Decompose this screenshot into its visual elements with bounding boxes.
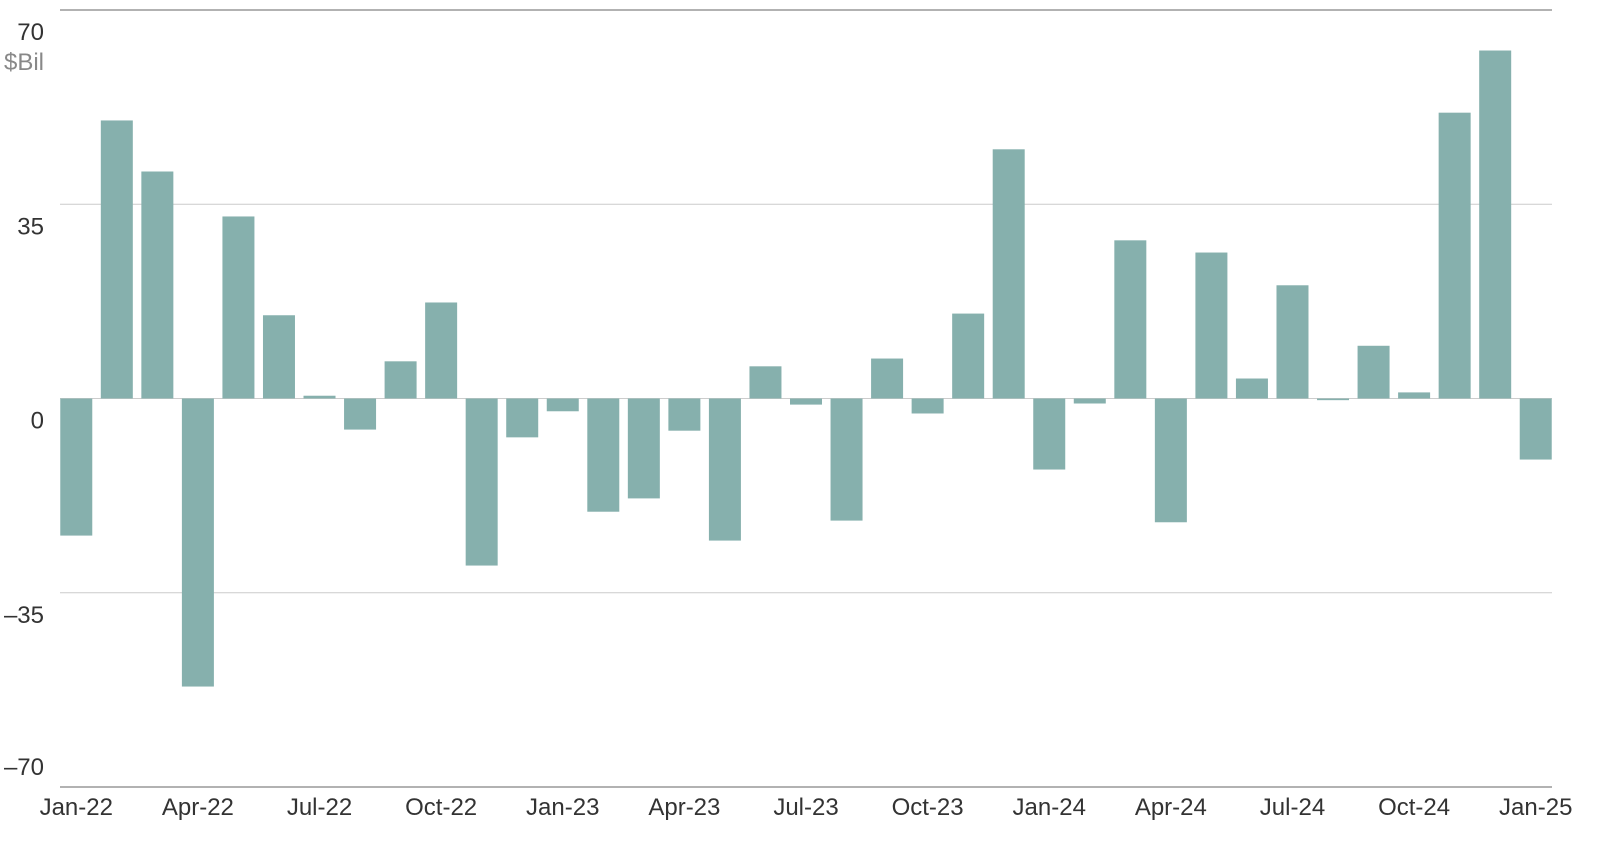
- bar: [708, 398, 741, 541]
- bar: [1154, 398, 1187, 523]
- bar: [1195, 252, 1228, 399]
- bar: [668, 398, 701, 431]
- y-unit: $Bil: [4, 49, 44, 76]
- bar: [425, 302, 458, 399]
- bar: [1276, 285, 1309, 399]
- bar: [262, 315, 295, 399]
- bar: [1235, 378, 1268, 399]
- bar: [952, 313, 985, 399]
- x-tick-label: Jul-24: [1260, 794, 1325, 821]
- bar: [506, 398, 539, 438]
- bar: [749, 366, 782, 399]
- x-tick-label: Jan-22: [40, 794, 113, 821]
- x-tick-label: Oct-24: [1378, 794, 1450, 821]
- y-tick-label: –70: [4, 754, 44, 781]
- bar: [344, 398, 377, 430]
- x-tick-label: Apr-23: [648, 794, 720, 821]
- bar: [587, 398, 620, 512]
- y-tick-label: 70: [17, 19, 44, 46]
- x-tick-label: Oct-22: [405, 794, 477, 821]
- y-tick-label: 35: [17, 213, 44, 240]
- x-tick-label: Jan-23: [526, 794, 599, 821]
- x-tick-label: Apr-24: [1135, 794, 1207, 821]
- bar: [911, 398, 944, 414]
- x-tick-label: Jul-23: [773, 794, 838, 821]
- bar: [1114, 240, 1147, 399]
- bar: [1073, 398, 1106, 404]
- y-tick-label: –35: [4, 602, 44, 629]
- x-tick-label: Apr-22: [162, 794, 234, 821]
- bar: [181, 398, 214, 687]
- bar: [222, 216, 255, 399]
- bar: [1519, 398, 1552, 460]
- x-tick-label: Jan-25: [1499, 794, 1572, 821]
- bar: [1479, 50, 1512, 399]
- bar: [992, 149, 1025, 399]
- bar: [546, 398, 579, 412]
- bar: [100, 120, 133, 399]
- bar: [1357, 345, 1390, 399]
- bar: [303, 395, 336, 399]
- bar: [871, 358, 904, 399]
- bar: [1398, 392, 1431, 399]
- bar: [60, 398, 93, 536]
- x-tick-label: Jan-24: [1013, 794, 1086, 821]
- x-tick-label: Jul-22: [287, 794, 352, 821]
- bar: [830, 398, 863, 521]
- bar: [465, 398, 498, 566]
- bar: [141, 171, 174, 399]
- bar: [1033, 398, 1066, 470]
- bar: [384, 361, 417, 399]
- bar: [627, 398, 660, 499]
- x-tick-label: Oct-23: [892, 794, 964, 821]
- bar: [1438, 112, 1471, 399]
- bar: [790, 398, 822, 405]
- y-tick-label: 0: [31, 408, 44, 435]
- bar: [1317, 398, 1350, 401]
